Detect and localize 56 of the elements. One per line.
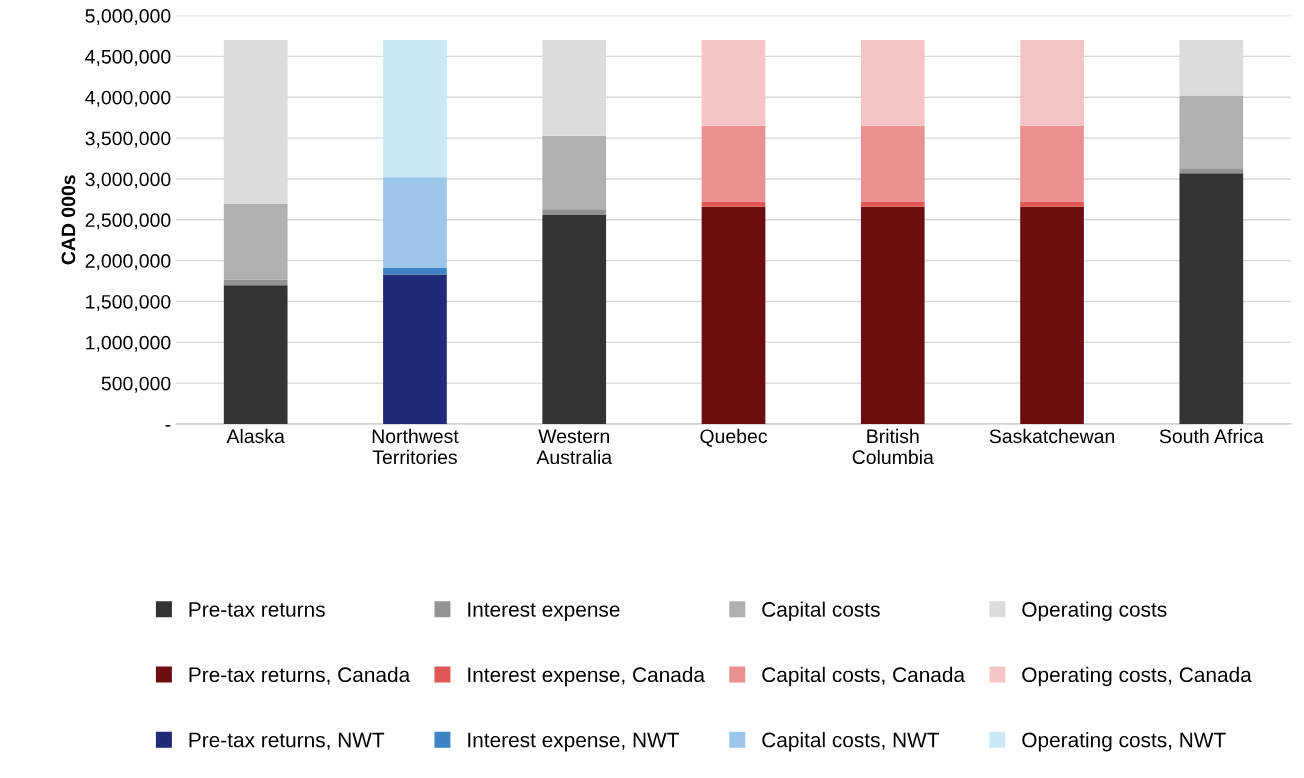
bar — [701, 201, 766, 207]
y-tick-label: 3,000,000 — [85, 172, 171, 189]
bar — [542, 209, 607, 215]
bar — [223, 203, 288, 280]
bar — [860, 201, 925, 207]
legend-label: Capital costs, Canada — [762, 666, 966, 687]
bar — [1020, 201, 1084, 207]
bar — [542, 135, 607, 210]
bar — [383, 274, 447, 425]
legend-label: Interest expense — [468, 602, 620, 621]
bar — [1020, 40, 1084, 126]
y-tick-label: 4,000,000 — [85, 90, 171, 107]
x-tick-label: British Columbia — [852, 428, 934, 465]
bar — [1020, 125, 1084, 202]
legend-label: Pre-tax returns — [189, 602, 325, 617]
y-tick-label: - — [165, 425, 171, 427]
bar — [701, 40, 766, 126]
legend-label: Capital costs, NWT — [762, 732, 940, 752]
legend-label: Capital costs — [762, 601, 880, 621]
x-tick-label: Western Australia — [536, 429, 613, 465]
y-tick-label: 3,500,000 — [85, 131, 171, 148]
bar — [542, 214, 607, 425]
y-axis-title: CAD 000s — [61, 175, 76, 265]
bar — [860, 206, 925, 425]
x-tick-label: Saskatchewan — [989, 428, 1115, 444]
bar — [383, 267, 447, 275]
x-tick-label: South Africa — [1159, 428, 1264, 444]
bar — [383, 40, 447, 178]
x-tick-label: Quebec — [700, 428, 768, 447]
bar — [223, 285, 288, 425]
bar — [701, 125, 766, 202]
y-tick-label: 5,000,000 — [85, 9, 171, 26]
y-tick-label: 2,000,000 — [85, 254, 171, 271]
legend-label: Operating costs — [1022, 601, 1167, 621]
bar — [1179, 173, 1244, 425]
x-tick-label: Alaska — [226, 428, 285, 444]
bar — [1179, 95, 1244, 169]
bar — [701, 206, 766, 425]
bar — [860, 125, 925, 202]
y-tick-label: 1,500,000 — [86, 294, 171, 312]
legend-label: Operating costs, NWT — [1022, 732, 1226, 752]
y-tick-label: 2,500,000 — [85, 213, 171, 230]
y-tick-label: 500,000 — [101, 376, 171, 393]
legend-label: Interest expense, NWT — [468, 732, 679, 752]
legend-label: Operating costs, Canada — [1022, 666, 1252, 687]
y-tick-label: 1,000,000 — [86, 335, 171, 352]
bar — [1020, 206, 1084, 425]
bar — [223, 279, 288, 286]
y-tick-label: 4,500,000 — [85, 49, 171, 66]
bar — [860, 40, 925, 126]
bar — [1179, 168, 1244, 174]
legend-label: Pre-tax returns, NWT — [189, 732, 385, 750]
legend-label: Pre-tax returns, Canada — [189, 666, 411, 685]
x-tick-label: Northwest Territories — [372, 428, 459, 465]
bar — [383, 177, 447, 268]
legend-label: Interest expense, Canada — [468, 666, 705, 687]
